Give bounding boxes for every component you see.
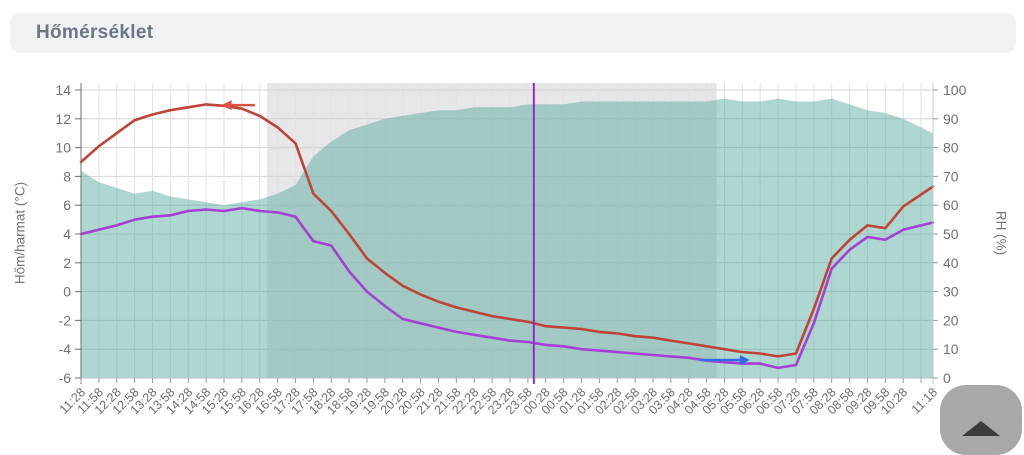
y-right-tick-label: 100 (943, 82, 967, 98)
y-right-tick-label: 60 (943, 197, 959, 213)
y-left-tick-label: -6 (59, 370, 72, 386)
y-right-tick-label: 20 (943, 312, 959, 328)
y-left-tick-label: 6 (63, 197, 71, 213)
relative-humidity-area (81, 98, 933, 378)
y-left-tick-label: 4 (63, 226, 71, 242)
y-left-tick-label: 0 (63, 284, 71, 300)
blue-right-arrow-head (739, 355, 750, 365)
page-title: Hőmérséklet (36, 22, 154, 43)
temperature-chart[interactable]: 14 12 10 8 6 4 2 0 -2 -4 -6 100 90 80 70 60 50 40 30 20 10 0 1… (0, 0, 1024, 436)
y-left-tick-label: -2 (59, 312, 72, 328)
header-bar: Hőmérséklet (10, 13, 1016, 53)
y-left-tick-label: 8 (63, 168, 71, 184)
y-right-tick-label: 90 (943, 111, 959, 127)
y-axis-title-left: Hőm/harmat (°C) (12, 181, 28, 285)
y-left-tick-label: 14 (55, 82, 71, 98)
scroll-top-button[interactable] (940, 385, 1022, 455)
y-right-tick-label: 70 (943, 168, 959, 184)
y-left-tick-label: 10 (55, 140, 71, 156)
y-right-tick-label: 30 (943, 284, 959, 300)
x-tick-label: 11:18 (909, 385, 940, 416)
y-left-tick-label: -4 (59, 341, 72, 357)
y-right-tick-label: 40 (943, 255, 959, 271)
y-right-tick-label: 50 (943, 226, 959, 242)
y-right-tick-label: 80 (943, 140, 959, 156)
red-left-arrow-head (221, 100, 232, 111)
y-axis-title-right: RH (%) (993, 210, 1009, 256)
y-right-tick-label: 10 (943, 341, 959, 357)
y-left-tick-label: 2 (63, 255, 71, 271)
y-left-tick-label: 12 (55, 111, 71, 127)
chart-canvas[interactable]: 14121086420-2-4-610090807060504030201001… (0, 0, 1024, 436)
dew-point-line (79, 206, 935, 370)
chevron-up-icon (962, 421, 1000, 436)
y-right-tick-label: 0 (943, 370, 951, 386)
temperature-line (79, 103, 935, 358)
